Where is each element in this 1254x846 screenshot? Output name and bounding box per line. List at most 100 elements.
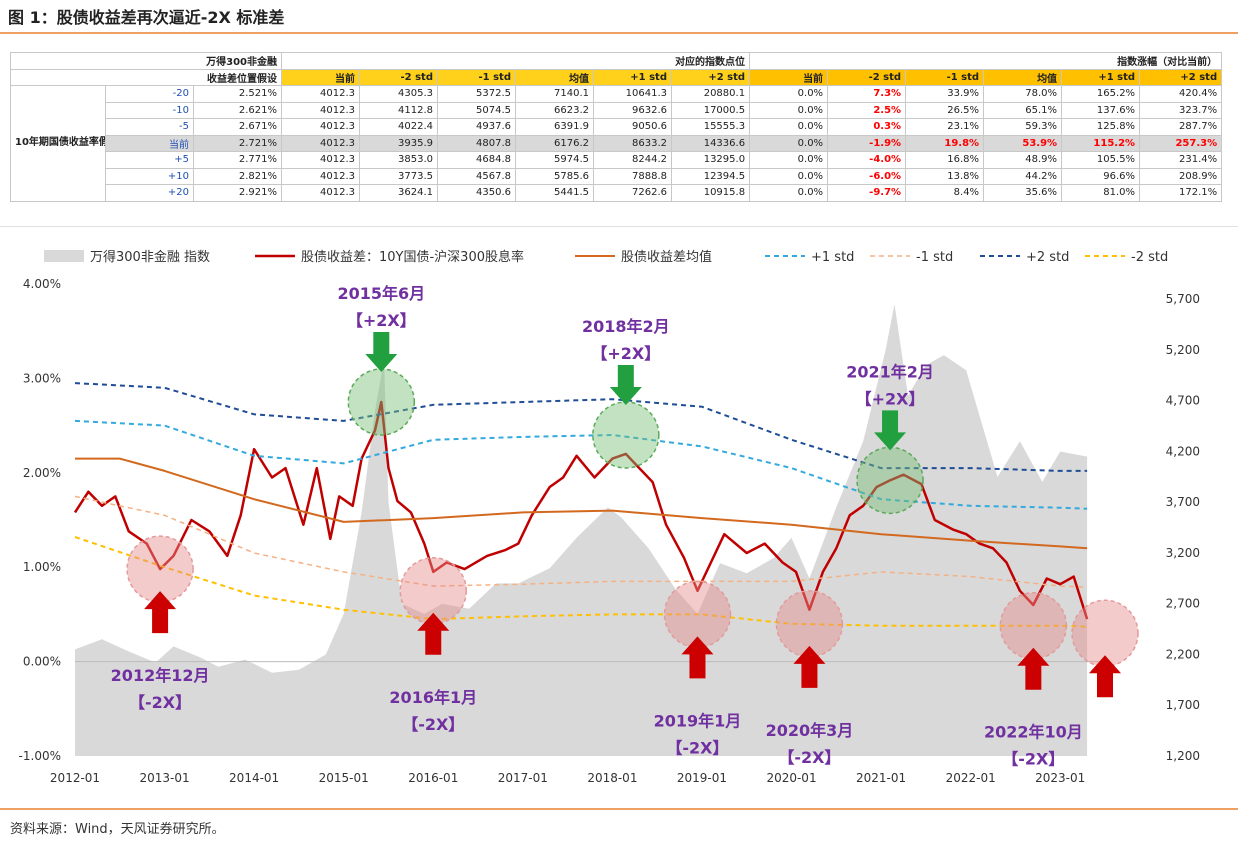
- y-right-tick: 1,700: [1166, 698, 1200, 712]
- index-point: 4012.3: [281, 134, 360, 152]
- index-change: 26.5%: [905, 101, 985, 119]
- index-point: 20880.1: [670, 85, 751, 103]
- group-change-label: 指数涨幅（对比当前）: [749, 52, 1223, 70]
- yield-value: 2.621%: [193, 101, 282, 119]
- index-change: -9.7%: [827, 184, 907, 202]
- y-right-tick: 3,200: [1166, 546, 1200, 560]
- index-change: 137.6%: [1061, 101, 1141, 119]
- index-change: 0.0%: [749, 184, 829, 202]
- col-header-change: 均值: [983, 68, 1063, 86]
- table-divider: [0, 226, 1238, 227]
- annotation-date: 2020年3月: [766, 721, 854, 740]
- y-right-tick: 2,700: [1166, 597, 1200, 611]
- index-change: 0.0%: [749, 167, 829, 185]
- col-header-points: -1 std: [437, 68, 516, 86]
- annotation-tag: 【-2X】: [402, 715, 464, 734]
- source-note: 资料来源：Wind，天风证券研究所。: [10, 822, 225, 837]
- up-arrow-icon: [1089, 655, 1121, 698]
- index-point: 4012.3: [281, 101, 360, 119]
- index-change: 287.7%: [1139, 118, 1223, 136]
- x-tick: 2018-01: [587, 771, 637, 785]
- table-row: -5 2.671% 4012.3 4022.4 4937.6 6391.9 9050.6 15…: [11, 118, 1223, 136]
- annotation-date: 2022年10月: [984, 723, 1083, 742]
- x-tick: 2014-01: [229, 771, 279, 785]
- yield-value: 2.671%: [193, 118, 282, 136]
- index-change: 105.5%: [1061, 151, 1141, 169]
- index-point: 3624.1: [359, 184, 438, 202]
- index-point: 14336.6: [670, 134, 751, 152]
- y-left-tick: 0.00%: [23, 655, 61, 669]
- index-point: 4022.4: [359, 118, 438, 136]
- annotation-tag: 【+2X】: [856, 389, 925, 408]
- index-point: 6176.2: [515, 134, 594, 152]
- index-change: 165.2%: [1061, 85, 1141, 103]
- index-point: 17000.5: [670, 101, 751, 119]
- y-right-tick: 3,700: [1166, 495, 1200, 509]
- index-change: 0.0%: [749, 85, 829, 103]
- index-change: 7.3%: [827, 85, 907, 103]
- up-arrow-icon: [417, 612, 450, 655]
- legend-swatch-index: [44, 250, 84, 262]
- bp-shift: +5: [105, 151, 194, 169]
- annotation-date: 2021年2月: [846, 362, 934, 381]
- annotation-tag: 【+2X】: [591, 344, 660, 363]
- index-change: 231.4%: [1139, 151, 1223, 169]
- annotation-circle: [592, 401, 660, 469]
- y-right-tick: 4,700: [1166, 394, 1200, 408]
- col-header-points: +2 std: [670, 68, 751, 86]
- x-tick: 2023-01: [1035, 771, 1085, 785]
- index-change: 78.0%: [983, 85, 1063, 103]
- index-point: 13295.0: [670, 151, 751, 169]
- bp-shift: -10: [105, 101, 194, 119]
- table-row: +5 2.771% 4012.3 3853.0 4684.8 5974.5 8244.2 13…: [11, 151, 1223, 169]
- index-point: 6623.2: [515, 101, 594, 119]
- down-arrow-icon: [874, 410, 907, 451]
- legend-label: 万得300非金融 指数: [90, 249, 210, 265]
- index-point: 9050.6: [593, 118, 672, 136]
- x-tick: 2021-01: [856, 771, 906, 785]
- y-right-tick: 5,200: [1166, 343, 1200, 357]
- index-point: 4567.8: [437, 167, 516, 185]
- annotation-tag: 【-2X】: [129, 693, 191, 712]
- title-divider: [0, 32, 1238, 34]
- index-point: 3773.5: [359, 167, 438, 185]
- yield-value: 2.771%: [193, 151, 282, 169]
- index-change: 8.4%: [905, 184, 985, 202]
- index-change: 2.5%: [827, 101, 907, 119]
- index-change: 125.8%: [1061, 118, 1141, 136]
- index-change: 0.0%: [749, 118, 829, 136]
- yield-value: 2.721%: [193, 134, 282, 152]
- series-area-index: [75, 304, 1088, 756]
- series-line: [74, 419, 1088, 510]
- index-change: 0.0%: [749, 134, 829, 152]
- x-tick: 2020-01: [766, 771, 816, 785]
- index-point: 4012.3: [281, 85, 360, 103]
- bp-shift: +10: [105, 167, 194, 185]
- index-change: 172.1%: [1139, 184, 1223, 202]
- x-tick: 2019-01: [677, 771, 727, 785]
- col-header-points: 当前: [281, 68, 360, 86]
- series-line: [74, 495, 1088, 588]
- index-point: 4684.8: [437, 151, 516, 169]
- annotation-circle: [856, 446, 924, 515]
- index-change: 65.1%: [983, 101, 1063, 119]
- annotation-date: 2018年2月: [582, 317, 670, 336]
- index-change: 323.7%: [1139, 101, 1223, 119]
- figure-title: 图 1：股债收益差再次逼近-2X 标准差: [8, 8, 285, 27]
- spread-chart: 万得300非金融 指数 股债收益差：10Y国债-沪深300股息率 股债收益差均值 +1…: [19, 249, 1200, 785]
- index-change: 0.3%: [827, 118, 907, 136]
- index-point: 7140.1: [515, 85, 594, 103]
- table-row: 当前 2.721% 4012.3 3935.9 4807.8 6176.2 8633.2 14…: [11, 134, 1223, 152]
- table-row: +10 2.821% 4012.3 3773.5 4567.8 5785.6 7888.8 1…: [11, 167, 1223, 185]
- index-point: 4305.3: [359, 85, 438, 103]
- index-change: 115.2%: [1061, 134, 1141, 152]
- annotation-tag: 【-2X】: [1002, 750, 1064, 769]
- chart-panel: 万得300非金融 指数 股债收益差：10Y国债-沪深300股息率 股债收益差均值 +1…: [10, 236, 1222, 796]
- col-header-points: 均值: [515, 68, 594, 86]
- index-point: 7262.6: [593, 184, 672, 202]
- legend-label: +1 std: [811, 250, 854, 265]
- col-header-change: 当前: [749, 68, 829, 86]
- y-right-tick: 5,700: [1166, 292, 1200, 306]
- index-point: 4350.6: [437, 184, 516, 202]
- index-point: 4012.3: [281, 151, 360, 169]
